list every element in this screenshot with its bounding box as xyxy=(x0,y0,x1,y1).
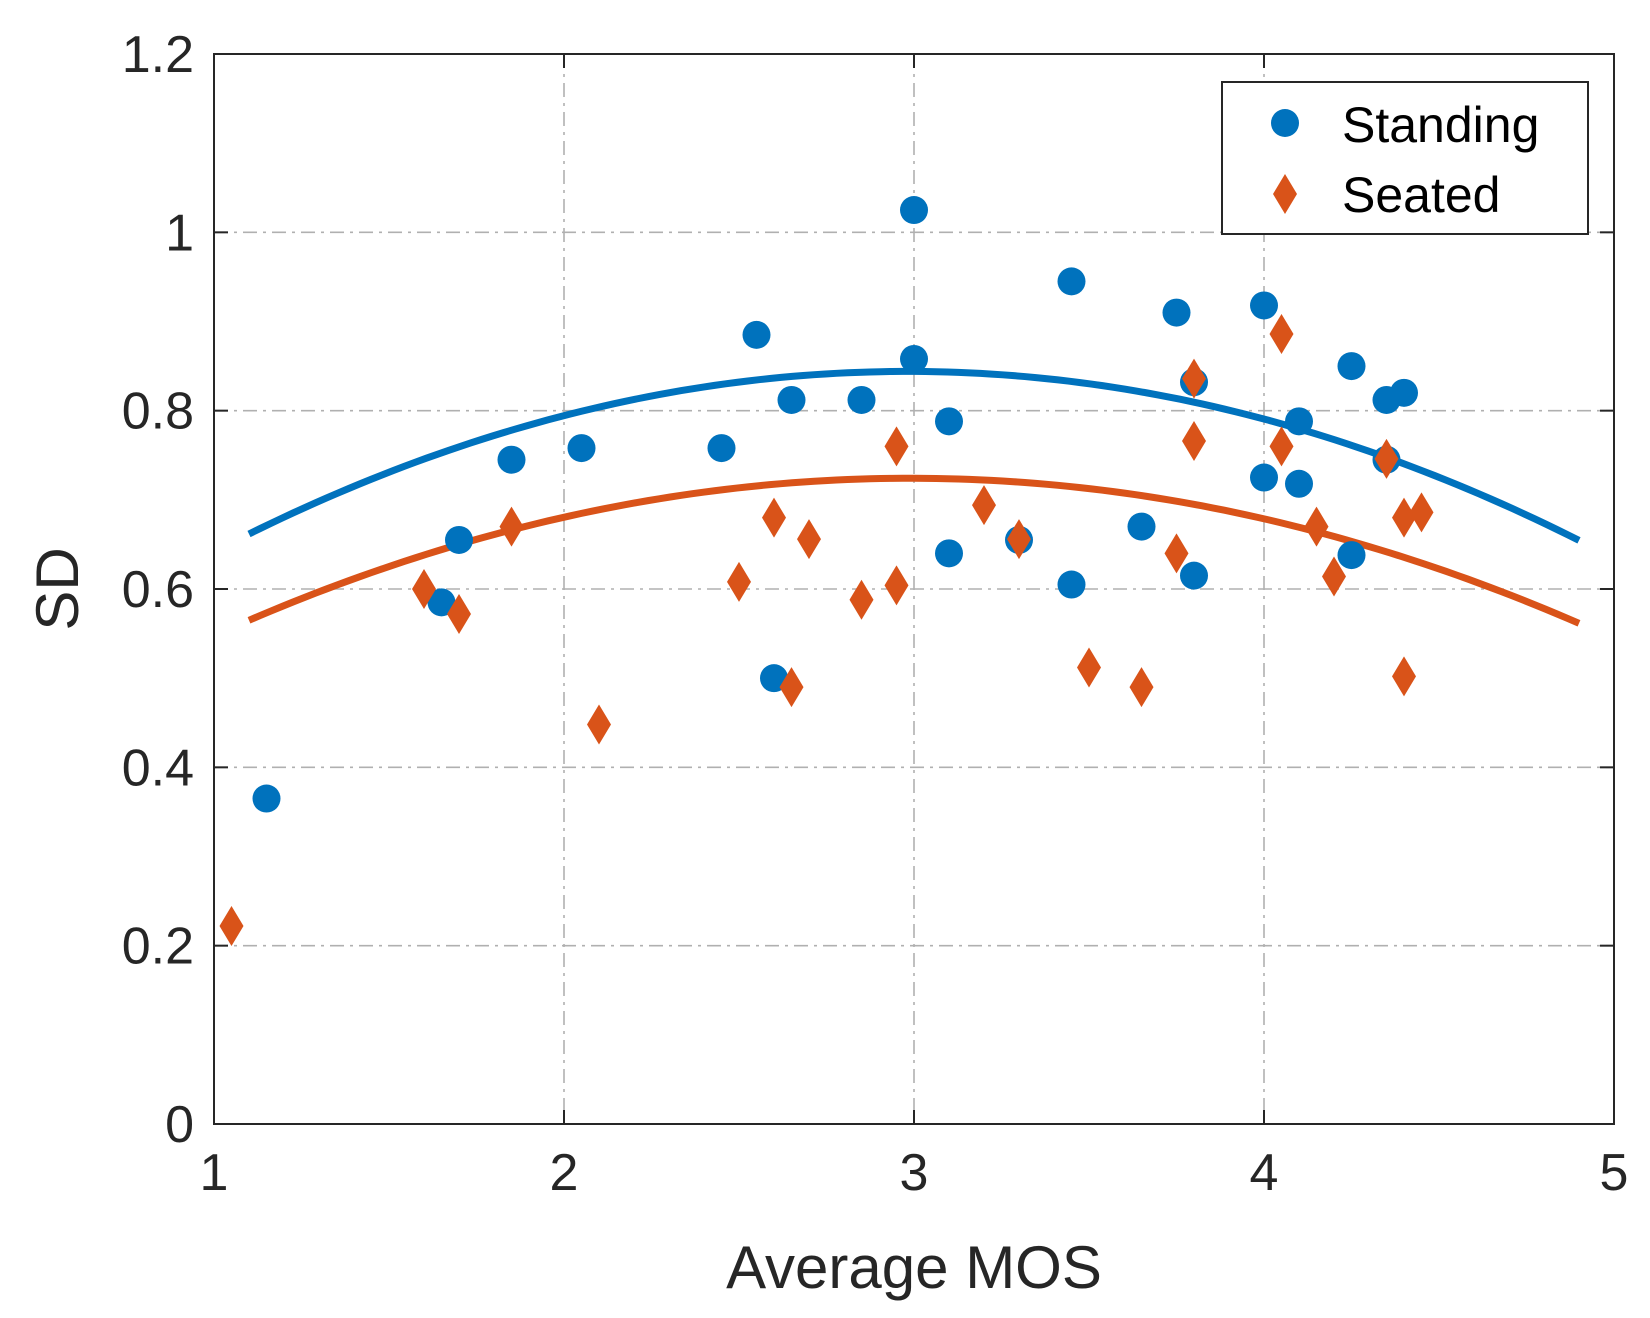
seated-data-point xyxy=(1182,358,1206,399)
standing-data-point xyxy=(1285,469,1313,498)
standing-data-point xyxy=(567,434,596,463)
seated-data-point xyxy=(1322,556,1346,597)
seated-data-point xyxy=(1164,533,1189,574)
x-tick-label: 4 xyxy=(1250,1144,1279,1202)
y-tick-label: 0.4 xyxy=(122,739,194,797)
standing-data-point xyxy=(1337,352,1366,381)
x-tick-label: 5 xyxy=(1600,1144,1629,1202)
standing-data-point xyxy=(427,588,456,617)
standing-data-point xyxy=(1127,512,1156,541)
y-tick-label: 1.2 xyxy=(122,26,194,84)
x-tick-label: 1 xyxy=(200,1144,229,1202)
y-tick-label: 0 xyxy=(165,1096,194,1154)
seated-data-point xyxy=(884,565,909,606)
seated-data-point xyxy=(727,561,751,602)
seated-data-point xyxy=(762,497,786,538)
seated-data-point xyxy=(219,906,244,947)
standing-data-point xyxy=(935,539,963,568)
standing-data-point xyxy=(742,320,771,349)
y-tick-label: 1 xyxy=(165,204,194,262)
standing-data-point xyxy=(847,385,876,414)
standing-data-point xyxy=(252,784,281,813)
seated-data-point xyxy=(1129,667,1154,708)
seated-data-point xyxy=(1182,420,1206,461)
standing-data-point xyxy=(777,385,806,414)
seated-data-point xyxy=(797,519,821,560)
seated-data-point xyxy=(412,569,436,609)
y-tick-label: 0.6 xyxy=(122,561,194,619)
seated-data-point xyxy=(1374,438,1399,479)
x-tick-label: 2 xyxy=(550,1144,579,1202)
y-axis-label: SD xyxy=(24,547,91,630)
seated-data-point xyxy=(1007,519,1031,560)
y-tick-label: 0.8 xyxy=(122,383,194,441)
legend-seated-label: Seated xyxy=(1342,167,1500,223)
standing-data-point xyxy=(1057,267,1086,296)
legend-standing-label: Standing xyxy=(1342,97,1539,153)
x-axis-label: Average MOS xyxy=(726,1234,1102,1301)
seated-data-point xyxy=(779,667,804,708)
seated-data-point xyxy=(1409,492,1434,533)
data-points xyxy=(219,196,1434,947)
x-tick-label: 3 xyxy=(900,1144,929,1202)
standing-data-point xyxy=(1285,407,1313,436)
axis-ticks: 1 2 3 4 5 0 0.2 0.4 0.6 0.8 1 1.2 xyxy=(122,26,1629,1202)
seated-data-point xyxy=(849,579,874,620)
legend: Standing Seated xyxy=(1221,81,1589,235)
standing-data-point xyxy=(900,196,928,225)
seated-data-point xyxy=(1269,426,1294,467)
standing-data-point xyxy=(1057,570,1086,599)
standing-data-point xyxy=(707,434,736,463)
standing-data-point xyxy=(1337,541,1366,570)
seated-data-point xyxy=(587,704,611,745)
seated-data-point xyxy=(1304,506,1329,547)
seated-data-point xyxy=(1269,313,1294,354)
standing-data-point xyxy=(1390,378,1418,407)
seated-data-point xyxy=(1392,656,1416,697)
standing-data-point xyxy=(497,445,526,474)
y-tick-label: 0.2 xyxy=(122,918,194,976)
seated-data-point xyxy=(884,426,909,467)
seated-data-point xyxy=(1392,497,1416,538)
legend-standing-marker-icon xyxy=(1271,109,1299,137)
seated-data-point xyxy=(499,506,524,547)
seated-data-point xyxy=(972,485,996,526)
seated-data-point xyxy=(447,593,471,634)
standing-data-point xyxy=(935,407,963,436)
standing-data-point xyxy=(1162,298,1191,327)
standing-data-point xyxy=(900,344,928,373)
standing-data-point xyxy=(1250,463,1278,492)
standing-data-point xyxy=(1250,291,1278,320)
standing-data-point xyxy=(445,525,473,554)
standing-data-point xyxy=(1180,561,1208,590)
seated-data-point xyxy=(1077,647,1101,688)
legend-seated-marker-icon xyxy=(1273,174,1297,214)
